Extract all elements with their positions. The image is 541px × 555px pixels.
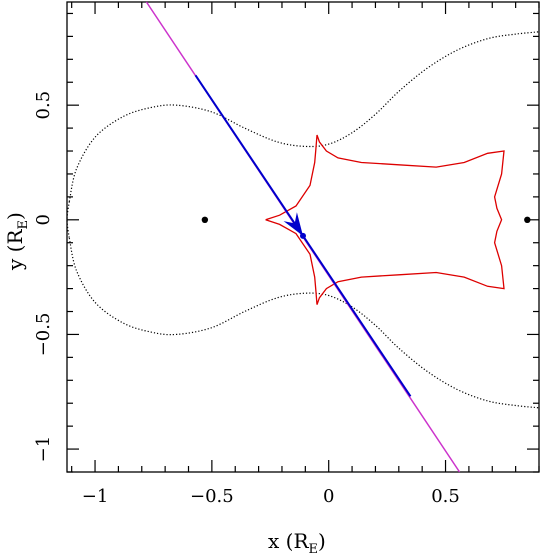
critical-curve-upper <box>68 31 540 202</box>
tick-labels: −1 −0.5 0 0.5 −1 −0.5 0 0.5 <box>33 91 460 507</box>
x-tick-label: −1 <box>82 486 109 507</box>
caustic <box>265 134 505 305</box>
lens-mass <box>201 216 209 224</box>
plot-frame <box>66 1 540 473</box>
y-tick-label: 0.5 <box>33 91 54 120</box>
y-axis-title: y (RE) <box>3 212 31 271</box>
y-tick-label: −0.5 <box>33 313 54 357</box>
direction-arrow <box>283 212 303 236</box>
critical-curve-left <box>66 201 70 239</box>
x-tick-label: 0.5 <box>431 486 460 507</box>
axis-ticks <box>67 2 540 473</box>
y-tick-label: 0 <box>33 214 54 225</box>
lens-mass <box>524 216 531 224</box>
x-axis-title: x (RE) <box>268 529 326 555</box>
markers <box>201 212 531 239</box>
x-tick-label: −0.5 <box>190 486 234 507</box>
critical-curve-lower <box>68 237 540 409</box>
y-tick-label: −1 <box>33 436 54 463</box>
x-tick-label: 0 <box>323 486 334 507</box>
source-position <box>300 232 306 239</box>
